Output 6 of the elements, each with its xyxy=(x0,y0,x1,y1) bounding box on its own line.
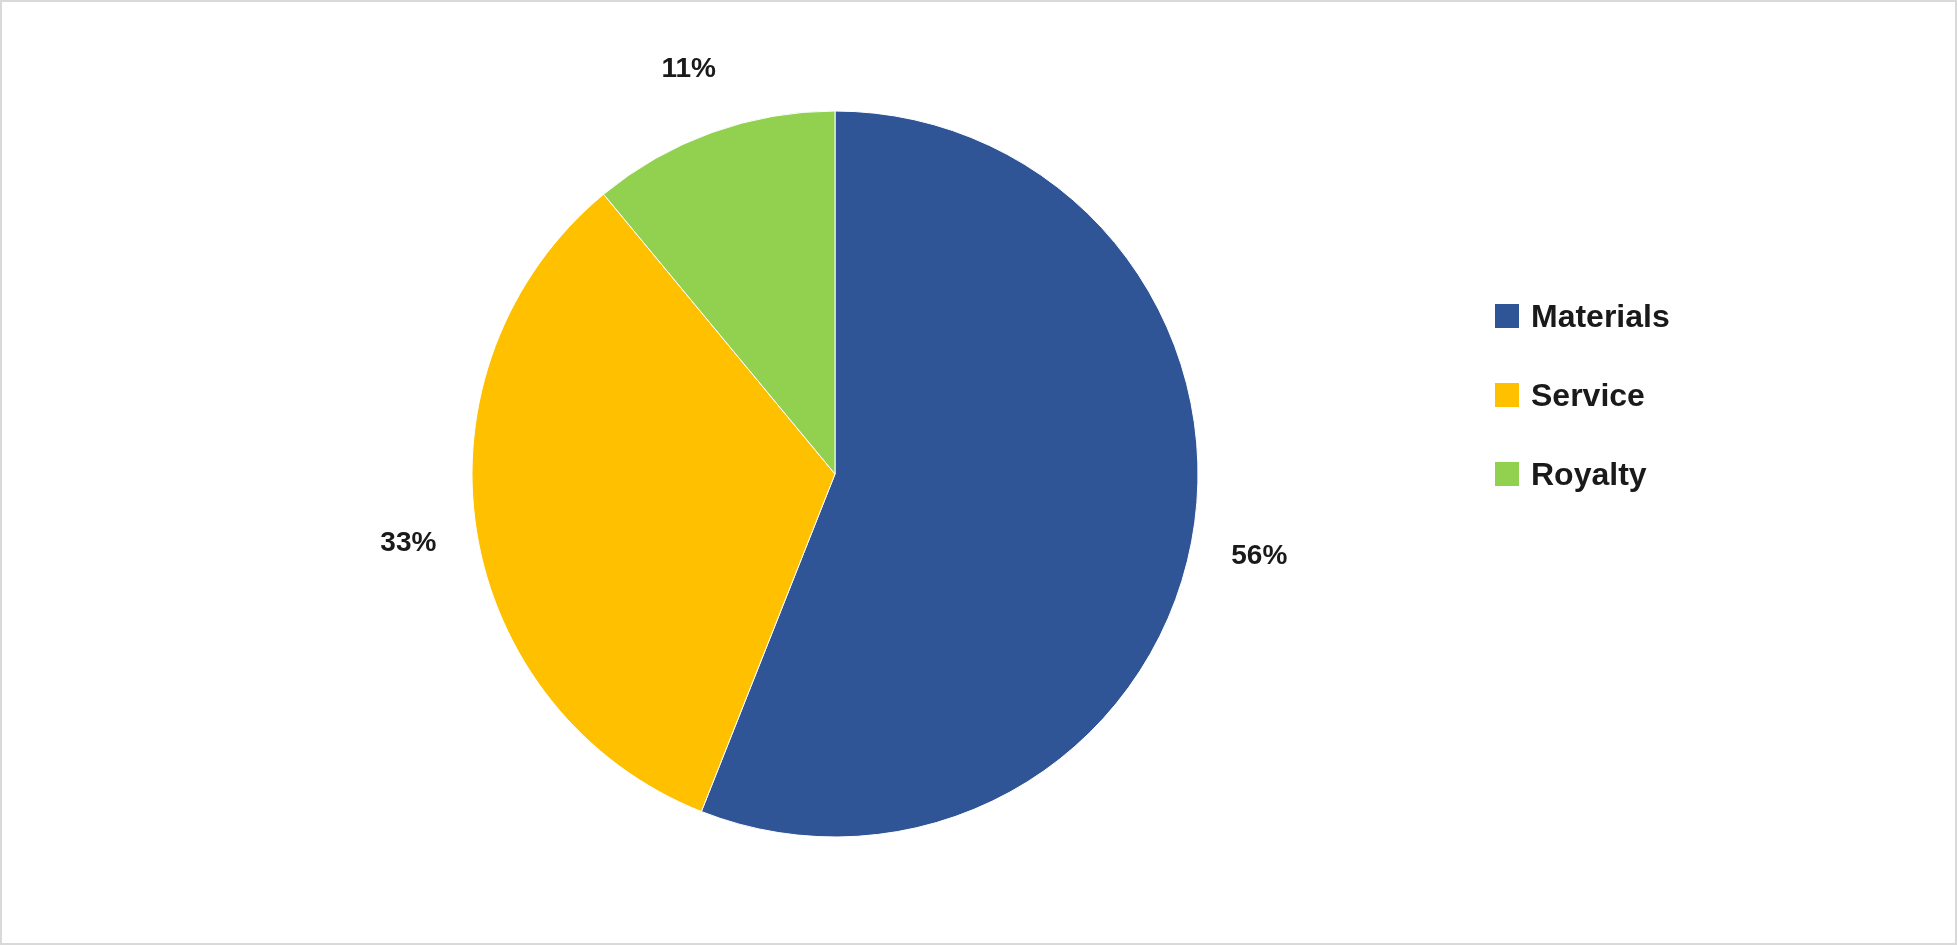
data-label: 11% xyxy=(661,52,717,84)
legend-label: Royalty xyxy=(1531,456,1647,492)
legend-label: Materials xyxy=(1531,298,1670,334)
data-label: 33% xyxy=(380,526,437,558)
data-label: 56% xyxy=(1231,539,1288,571)
legend-label: Service xyxy=(1531,377,1645,413)
